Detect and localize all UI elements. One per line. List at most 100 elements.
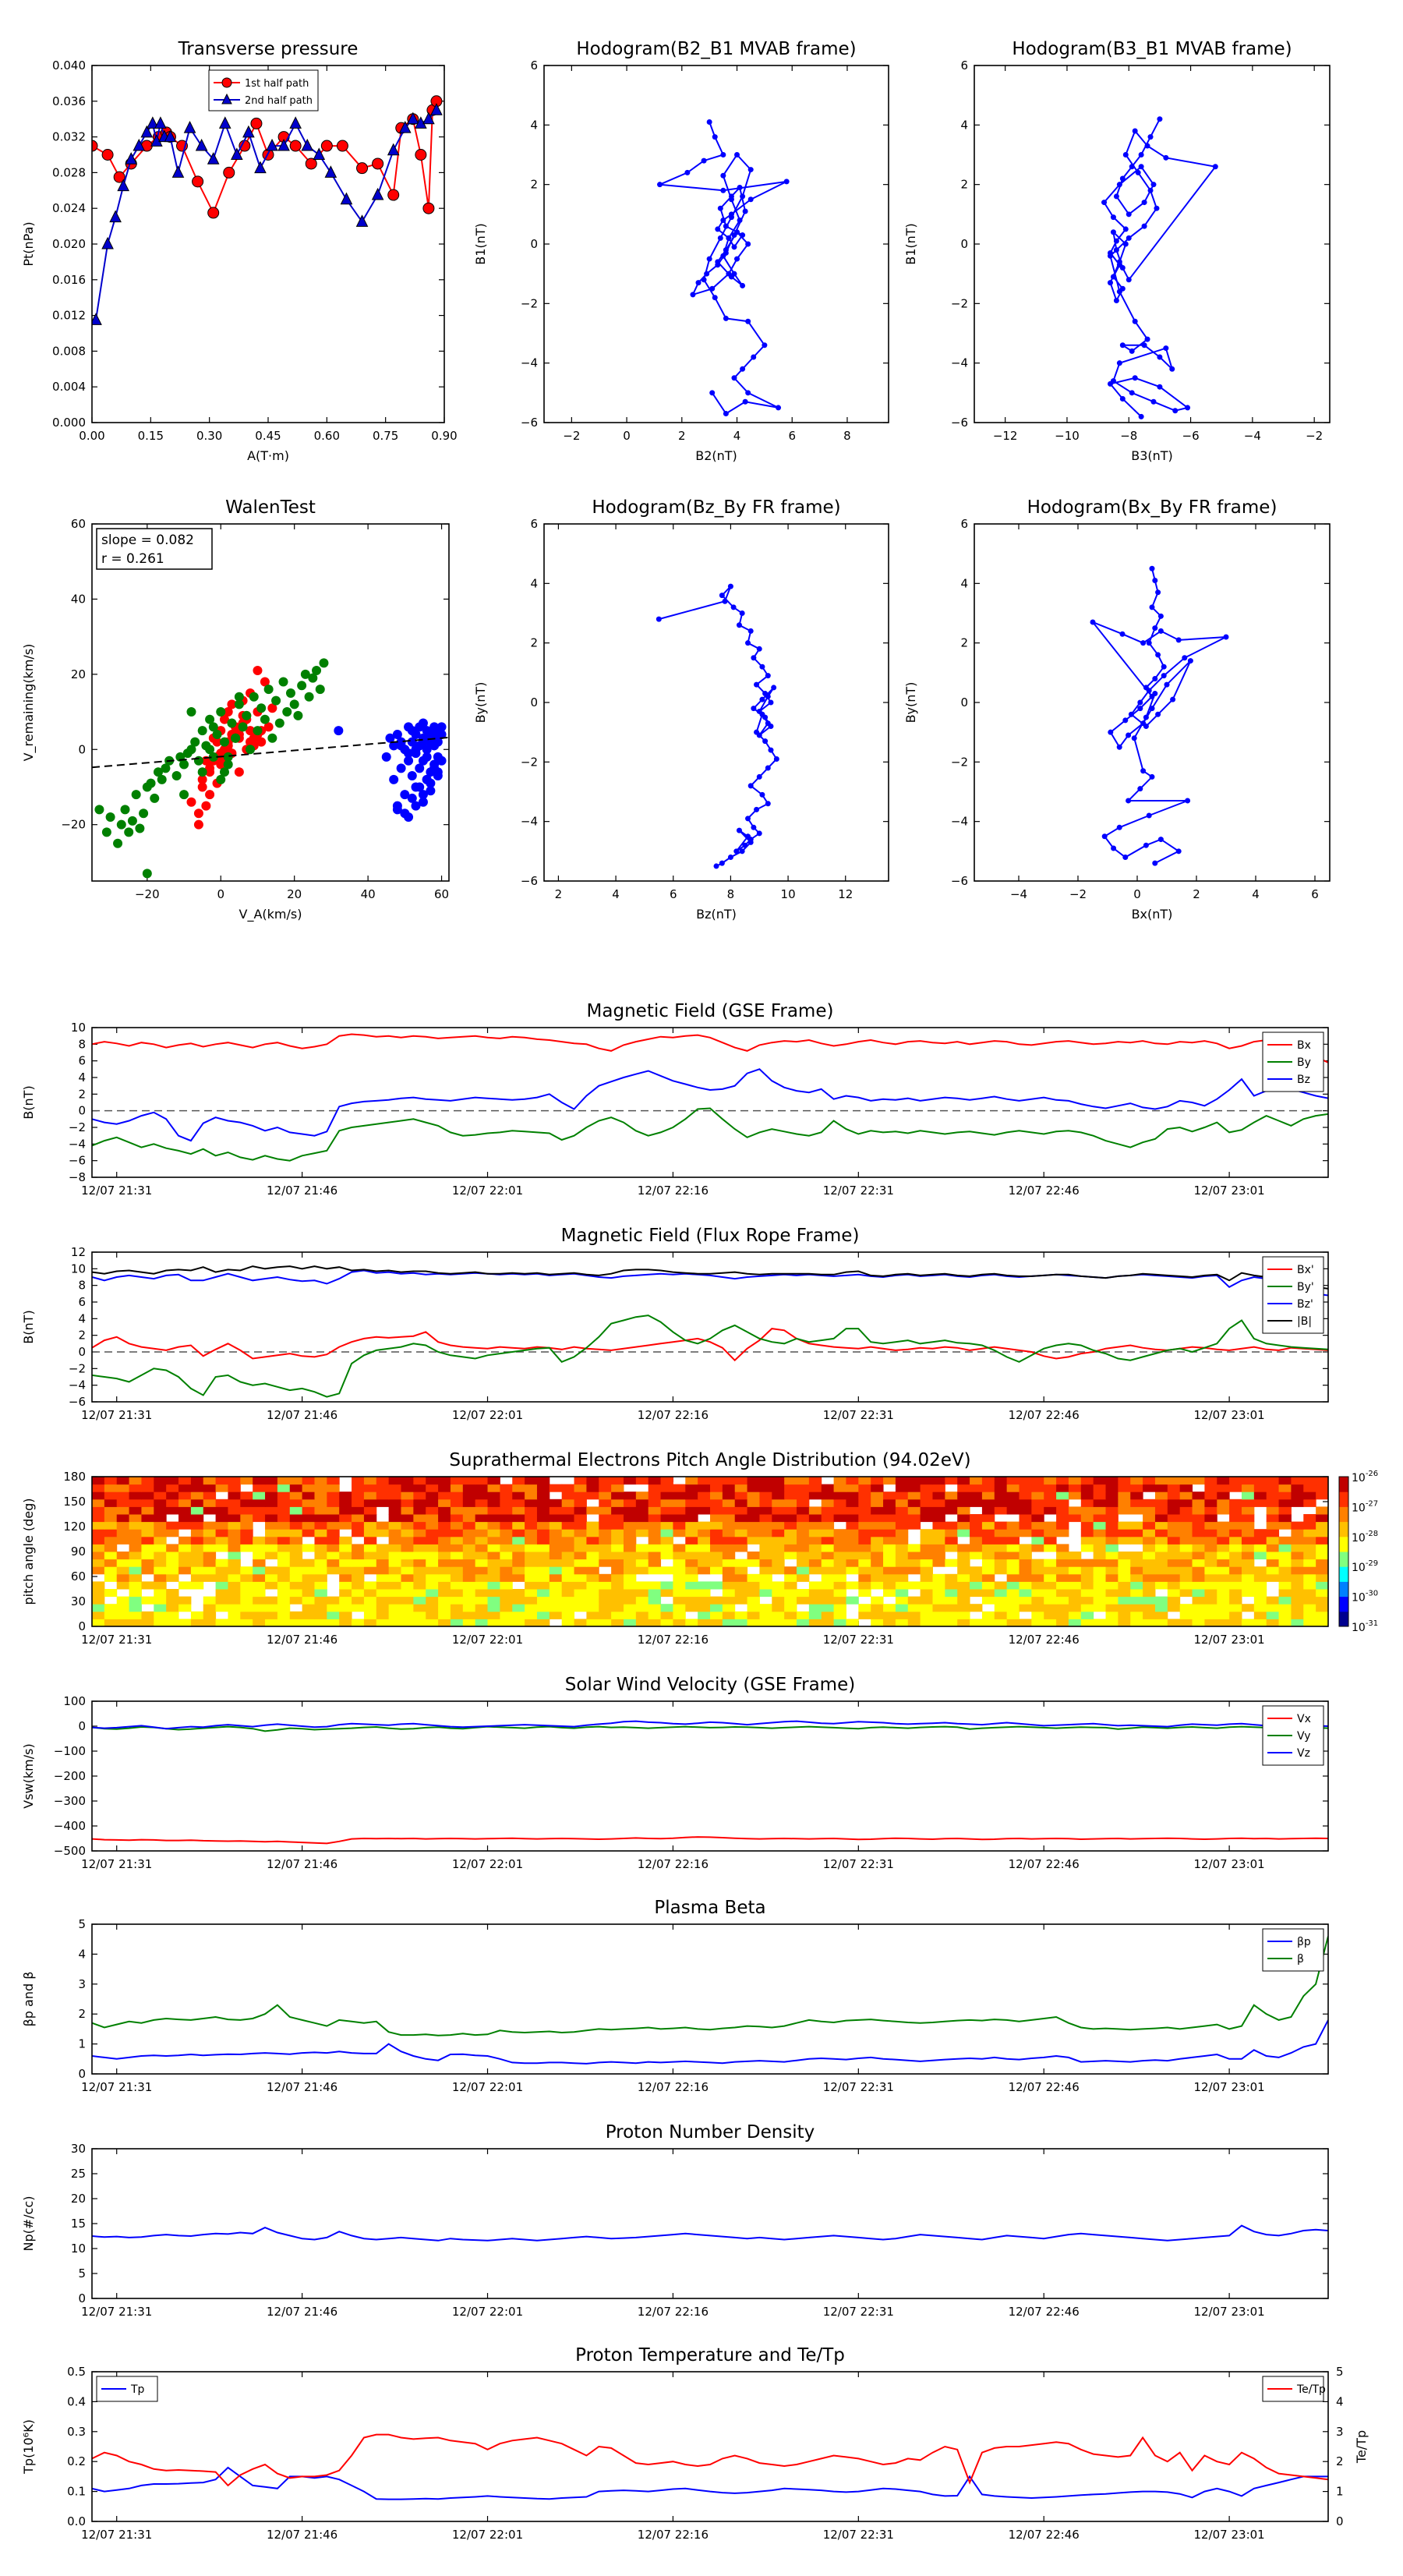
x-tick-label: 2 bbox=[1193, 887, 1200, 901]
x-tick-label: 12/07 22:16 bbox=[638, 1633, 709, 1647]
heatmap-cell bbox=[1266, 1491, 1280, 1500]
heatmap-cell bbox=[253, 1506, 266, 1515]
data-point bbox=[389, 741, 399, 751]
heatmap-cell bbox=[450, 1573, 464, 1582]
heatmap-cell bbox=[611, 1499, 624, 1507]
heatmap-cell bbox=[363, 1552, 377, 1560]
heatmap-cell bbox=[302, 1529, 315, 1537]
heatmap-cell bbox=[957, 1514, 970, 1523]
y-tick-label: 10 bbox=[71, 2242, 86, 2256]
heatmap-cell bbox=[722, 1521, 736, 1530]
heatmap-cell bbox=[363, 1477, 377, 1485]
heatmap-cell bbox=[920, 1529, 933, 1537]
heatmap-cell bbox=[1167, 1521, 1181, 1530]
heatmap-cell bbox=[561, 1484, 575, 1492]
heatmap-cell bbox=[1019, 1506, 1032, 1515]
data-point bbox=[250, 117, 263, 129]
y-tick-label: 20 bbox=[71, 2192, 86, 2206]
heatmap-cell bbox=[1229, 1596, 1242, 1605]
data-point bbox=[1119, 175, 1126, 182]
heatmap-cell bbox=[833, 1477, 846, 1485]
data-point bbox=[1132, 375, 1138, 381]
data-point bbox=[776, 405, 782, 411]
x-axis-label: B2(nT) bbox=[695, 448, 737, 463]
data-point bbox=[1122, 717, 1129, 724]
heatmap-cell bbox=[1229, 1477, 1242, 1485]
heatmap-cell bbox=[574, 1521, 587, 1530]
heatmap-cell bbox=[339, 1536, 352, 1545]
heatmap-cell bbox=[462, 1499, 476, 1507]
heatmap-cell bbox=[920, 1506, 933, 1515]
data-point bbox=[92, 313, 102, 325]
heatmap-cell bbox=[141, 1506, 154, 1515]
heatmap-cell bbox=[1278, 1491, 1292, 1500]
heatmap-cell bbox=[426, 1573, 439, 1582]
heatmap-cell bbox=[154, 1566, 167, 1575]
heatmap-cell bbox=[203, 1529, 217, 1537]
heatmap-cell bbox=[1143, 1506, 1156, 1515]
heatmap-cell bbox=[438, 1514, 451, 1523]
heatmap-cell bbox=[1241, 1499, 1255, 1507]
data-point bbox=[756, 646, 762, 652]
y-tick-label: −500 bbox=[54, 1844, 86, 1858]
y-tick-label: 30 bbox=[71, 2142, 86, 2156]
heatmap-cell bbox=[883, 1559, 896, 1567]
y-tick-label: −200 bbox=[54, 1769, 86, 1783]
heatmap-cell bbox=[561, 1596, 575, 1605]
heatmap-cell bbox=[883, 1566, 896, 1575]
heatmap-cell bbox=[635, 1521, 649, 1530]
heatmap-cell bbox=[907, 1484, 921, 1492]
heatmap-cell bbox=[166, 1484, 179, 1492]
heatmap-cell bbox=[920, 1573, 933, 1582]
x-tick-label: −2 bbox=[563, 429, 580, 443]
heatmap-cell bbox=[462, 1581, 476, 1590]
heatmap-cell bbox=[475, 1506, 489, 1515]
x-tick-label: 4 bbox=[1252, 887, 1260, 901]
heatmap-cell bbox=[1154, 1552, 1168, 1560]
data-point bbox=[183, 121, 196, 133]
data-point bbox=[1152, 578, 1158, 584]
data-point bbox=[238, 722, 248, 732]
heatmap-cell bbox=[784, 1514, 797, 1523]
data-point bbox=[1155, 589, 1161, 596]
heatmap-cell bbox=[1105, 1552, 1119, 1560]
heatmap-cell bbox=[388, 1559, 401, 1567]
heatmap-cell bbox=[858, 1521, 871, 1530]
heatmap-cell bbox=[907, 1514, 921, 1523]
y-tick-label: 60 bbox=[71, 1569, 86, 1583]
heatmap-cell bbox=[574, 1514, 587, 1523]
data-point bbox=[731, 271, 737, 277]
heatmap-cell bbox=[363, 1536, 377, 1545]
heatmap-cell bbox=[808, 1477, 822, 1485]
y-tick-label: 0 bbox=[960, 237, 968, 251]
heatmap-cell bbox=[932, 1596, 945, 1605]
heatmap-cell bbox=[1316, 1529, 1328, 1537]
heatmap-cell bbox=[525, 1573, 538, 1582]
data-point bbox=[219, 767, 229, 777]
heatmap-cell bbox=[1253, 1544, 1267, 1552]
x-axis-label: B3(nT) bbox=[1131, 448, 1173, 463]
heatmap-cell bbox=[611, 1619, 624, 1626]
y-tick-label: 4 bbox=[78, 1070, 86, 1085]
heatmap-cell bbox=[611, 1589, 624, 1598]
data-point bbox=[704, 271, 710, 277]
data-point bbox=[404, 755, 414, 766]
colorbar-segment bbox=[1339, 1611, 1348, 1627]
heatmap-cell bbox=[586, 1491, 599, 1500]
data-point bbox=[267, 733, 277, 743]
heatmap-cell bbox=[1253, 1611, 1267, 1619]
heatmap-cell bbox=[536, 1566, 550, 1575]
heatmap-cell bbox=[833, 1536, 846, 1545]
y-tick-label: 1 bbox=[78, 2037, 86, 2051]
heatmap-cell bbox=[190, 1529, 204, 1537]
heatmap-cell bbox=[352, 1514, 365, 1523]
heatmap-cell bbox=[1316, 1552, 1328, 1560]
heatmap-cell bbox=[1316, 1619, 1328, 1626]
heatmap-cell bbox=[1229, 1559, 1242, 1567]
heatmap-cell bbox=[932, 1573, 945, 1582]
data-point bbox=[301, 138, 314, 151]
heatmap-cell bbox=[475, 1491, 489, 1500]
x-tick-label: 0.15 bbox=[138, 429, 164, 443]
